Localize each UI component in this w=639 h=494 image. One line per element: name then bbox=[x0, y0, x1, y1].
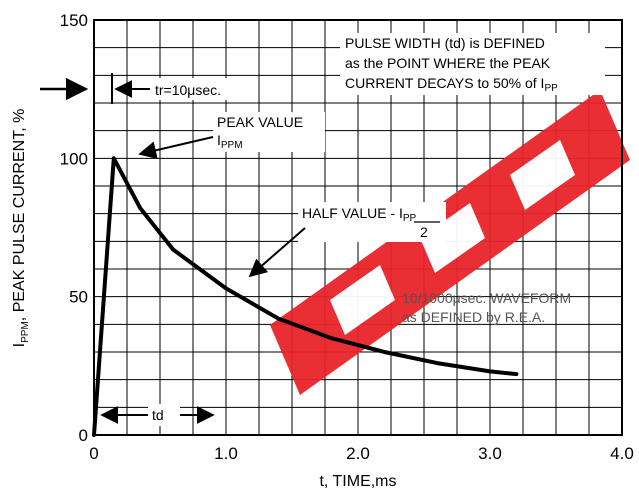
y-tick-label: 100 bbox=[60, 149, 88, 168]
x-tick-label: 1.0 bbox=[214, 444, 238, 463]
x-tick-label: 0 bbox=[89, 444, 98, 463]
y-tick-label: 0 bbox=[79, 426, 88, 445]
y-tick-label: 50 bbox=[69, 288, 88, 307]
y-axis-title: IPPM, PEAK PULSE CURRENT, % bbox=[11, 109, 31, 348]
watermark-logo bbox=[270, 90, 630, 395]
series-group bbox=[92, 156, 519, 437]
series-line bbox=[92, 156, 519, 437]
x-tick-label: 2.0 bbox=[346, 444, 370, 463]
peak-symbol-label: IPPM bbox=[217, 132, 243, 151]
pulse-width-line-1: PULSE WIDTH (td) is DEFINED bbox=[345, 35, 545, 51]
pulse-width-box bbox=[340, 33, 605, 95]
pulse-width-line-3: CURRENT DECAYS to 50% of IPP bbox=[345, 75, 558, 94]
waveform-label-line-1: 10/1000μsec. WAVEFORM bbox=[402, 290, 571, 306]
half-value-arrow bbox=[248, 227, 306, 278]
td-label-box bbox=[148, 404, 180, 426]
peak-label-box bbox=[213, 112, 325, 152]
y-tick-label: 150 bbox=[60, 11, 88, 30]
tr-label-box bbox=[150, 78, 242, 100]
pulse-width-line-2: as the POINT WHERE the PEAK bbox=[345, 55, 551, 71]
peak-value-label: PEAK VALUE bbox=[217, 114, 303, 130]
x-tick-label: 4.0 bbox=[610, 444, 634, 463]
plot-frame bbox=[93, 19, 623, 436]
td-label: td bbox=[152, 407, 164, 423]
tick-labels: 0 1.0 2.0 3.0 4.0 0 50 100 150 bbox=[60, 11, 634, 463]
x-tick-label: 3.0 bbox=[478, 444, 502, 463]
half-value-label: HALF VALUE - IPP bbox=[302, 205, 417, 224]
tr-label: tr=10μsec. bbox=[155, 82, 221, 98]
peak-arrow bbox=[138, 136, 214, 160]
half-value-denominator: 2 bbox=[420, 224, 428, 240]
x-axis-title: t, TIME,ms bbox=[319, 473, 396, 490]
waveform-label-line-2: as DEFINED by R.E.A. bbox=[402, 309, 545, 325]
